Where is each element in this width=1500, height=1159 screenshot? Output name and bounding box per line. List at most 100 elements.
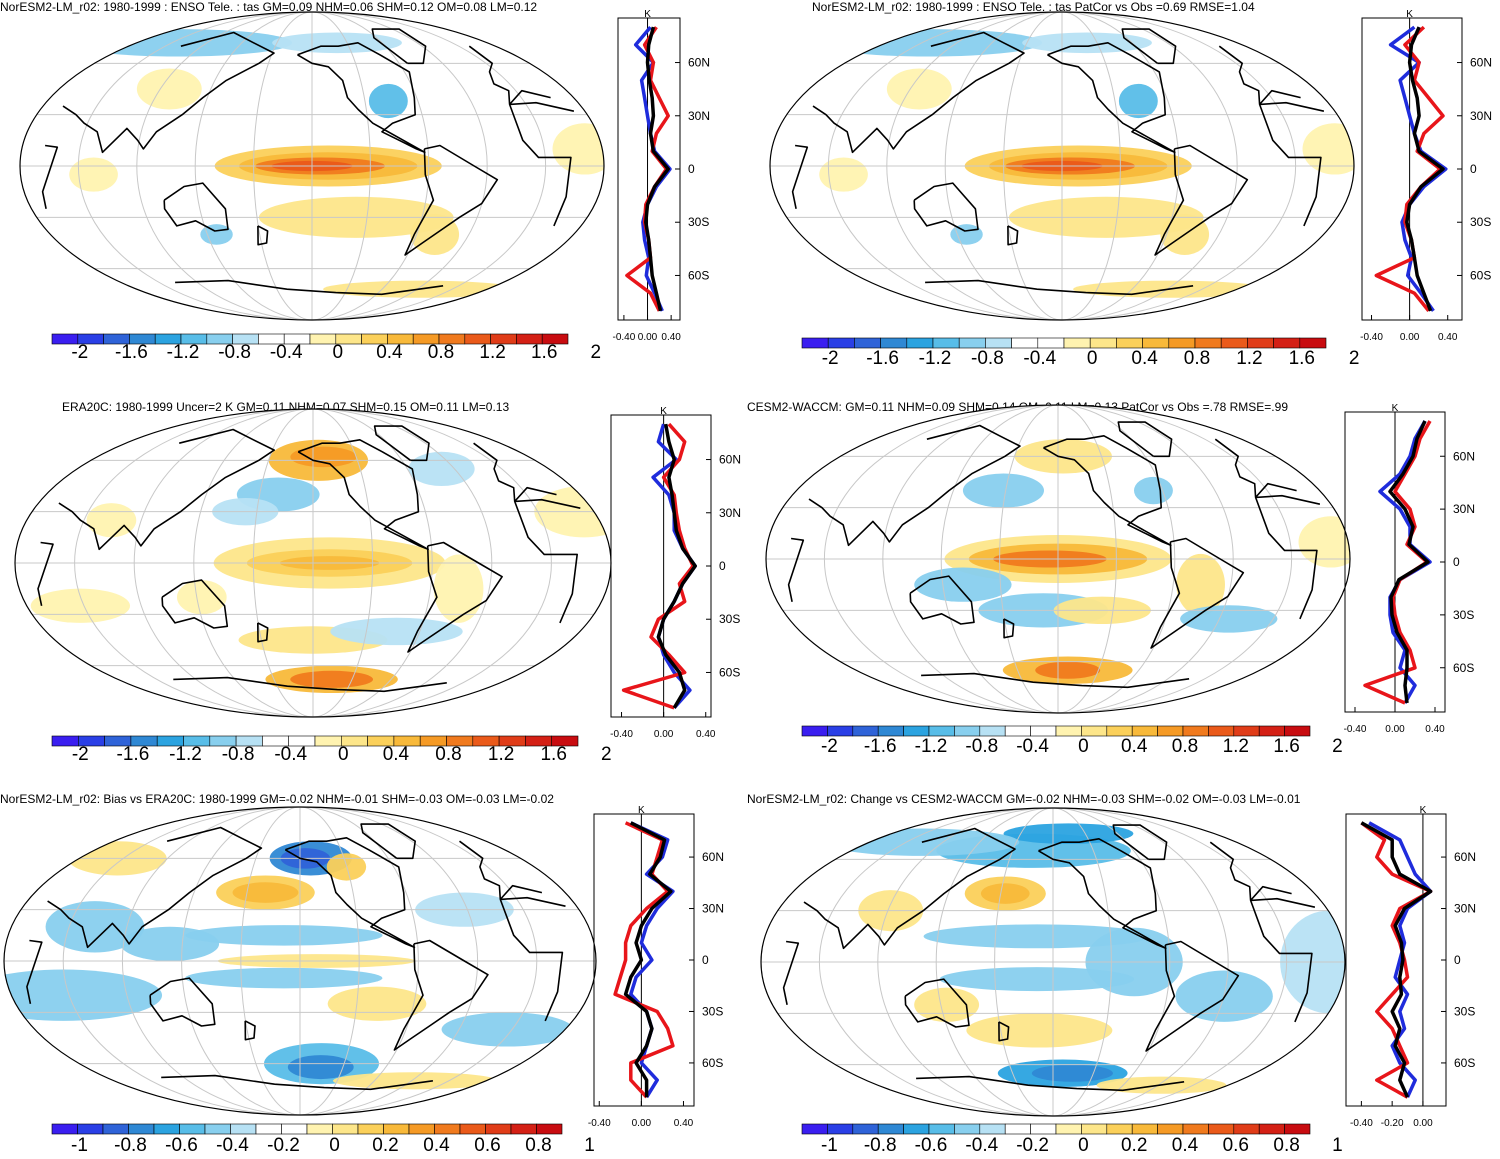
colorbar-swatch: [1299, 337, 1327, 349]
colorbar: -2 -1.6 -1.2 -0.8 -0.4 0 0.4 0.8 1.2 1.6 2: [51, 333, 601, 363]
map-anomaly-patch: [185, 925, 383, 946]
coastline: [916, 1075, 1185, 1092]
coastlines: [26, 823, 566, 1091]
colorbar-tick-label: 0.8: [525, 1135, 551, 1156]
map-anomaly-patch: [287, 1055, 354, 1080]
colorbar-swatch: [357, 1123, 384, 1135]
figure-panel: NorESM2-LM_r02: Change vs CESM2-WACCM GM…: [747, 792, 1500, 1159]
coastline: [161, 579, 229, 629]
colorbar-swatch: [852, 725, 879, 737]
profile-lat-label: 30N: [1454, 902, 1476, 916]
coastline: [371, 28, 427, 65]
colorbar-tick-label: -0.6: [915, 1135, 948, 1156]
coastline: [163, 182, 229, 232]
profile-units-label: K: [1420, 805, 1427, 816]
map-border: [3, 806, 597, 1116]
longitude-gridline: [1052, 807, 1112, 1117]
profile-x-label: 0.40: [1425, 724, 1445, 735]
profile-units-label: K: [1406, 9, 1413, 20]
colorbar-swatch: [1208, 725, 1235, 737]
colorbar-tick-label: 1.2: [1236, 348, 1262, 369]
colorbar-swatch: [801, 725, 828, 737]
colorbar-swatch: [801, 1123, 828, 1135]
colorbar-swatch: [102, 1123, 129, 1135]
longitude-gridline: [181, 806, 301, 1116]
profile-series-red: [621, 422, 695, 710]
map-anomaly-patch: [368, 83, 408, 119]
colorbar-swatch: [979, 1123, 1006, 1135]
map-anomaly-patch: [272, 32, 402, 54]
profile-units-label: K: [644, 9, 651, 20]
colorbar-tick-label: 1: [584, 1135, 595, 1156]
colorbar-tick-label: 0: [1078, 736, 1089, 757]
coastlines: [787, 421, 1321, 689]
colorbar-swatch: [801, 337, 829, 349]
colorbar-swatch: [880, 337, 908, 349]
profile-lat-label: 30S: [1453, 608, 1474, 622]
coastline: [41, 101, 575, 227]
longitude-gridline: [882, 404, 1059, 714]
longitude-gridline: [1052, 807, 1288, 1117]
colorbar-tick-label: -1.6: [115, 342, 148, 363]
coastline: [1117, 421, 1173, 458]
colorbar-swatch: [1030, 1123, 1057, 1135]
longitude-gridline: [193, 408, 314, 718]
colorbar-swatch: [1233, 725, 1260, 737]
colorbar-tick-label: -0.8: [114, 1135, 147, 1156]
map-anomaly-patch: [939, 967, 1135, 992]
map-anomaly-patch: [176, 580, 227, 615]
profile-lat-label: 30N: [702, 902, 724, 916]
longitude-gridline: [818, 807, 1054, 1117]
profile-x-label: -0.40: [1350, 1118, 1373, 1129]
longitude-gridline: [252, 408, 314, 718]
colorbar-swatch: [128, 1123, 155, 1135]
longitude-gridline: [1003, 11, 1063, 321]
profile-lat-label: 0: [1454, 953, 1461, 967]
profile-lat-label: 60S: [719, 665, 740, 679]
longitude-gridline: [62, 806, 301, 1116]
coastline: [297, 42, 426, 154]
colorbar-swatch: [536, 1123, 563, 1135]
longitude-gridline: [935, 807, 1054, 1117]
colorbar-tick-label: -1.6: [117, 744, 150, 765]
colorbar-swatch: [958, 337, 986, 349]
profile-x-label: 0.00: [1413, 1118, 1433, 1129]
colorbar-tick-label: 0.4: [1172, 1135, 1199, 1156]
longitude-gridline: [1057, 404, 1176, 714]
panel-title: NorESM2-LM_r02: Bias vs ERA20C: 1980-199…: [0, 792, 554, 806]
map-anomaly-patch: [1176, 553, 1225, 616]
colorbar-tick-label: 0.4: [376, 342, 403, 363]
map-anomaly-patch: [819, 157, 868, 192]
longitude-gridline: [1061, 11, 1121, 321]
colorbar-tick-label: 0: [329, 1135, 340, 1156]
profile-x-label: 0.40: [661, 332, 681, 343]
profile-series-blue: [1388, 25, 1448, 312]
coastline: [360, 823, 416, 860]
colorbar-tick-label: 0.8: [1172, 736, 1198, 757]
profile-series-blue: [633, 25, 672, 312]
profile-lat-label: 60S: [1454, 1056, 1475, 1070]
map-anomaly-patch: [290, 670, 374, 688]
map-anomaly-patch: [120, 926, 220, 961]
map-anomaly-patch: [980, 883, 1030, 904]
colorbar-tick-label: 1.2: [479, 342, 505, 363]
profile-lat-label: 0: [1470, 162, 1477, 176]
colorbar-swatch: [1220, 337, 1248, 349]
colorbar-tick-label: -0.6: [165, 1135, 198, 1156]
map-anomaly-patch: [1298, 516, 1350, 568]
colorbar-swatch: [541, 333, 569, 345]
colorbar-swatch: [281, 1123, 308, 1135]
coastline: [812, 31, 1301, 154]
colorbar-swatch: [877, 725, 904, 737]
colorbar-swatch: [954, 1123, 981, 1135]
longitude-gridline: [240, 806, 301, 1116]
colorbar-tick-label: -0.2: [1016, 1135, 1049, 1156]
map-anomaly-patch: [69, 157, 118, 192]
map-field: [15, 409, 611, 717]
profile-x-label: 0.40: [674, 1118, 694, 1129]
colorbar-tick-label: -1.6: [864, 736, 897, 757]
coastline: [257, 622, 269, 643]
longitude-gridline: [994, 807, 1054, 1117]
panel-title: NorESM2-LM_r02: Change vs CESM2-WACCM GM…: [747, 792, 1301, 806]
profile-lat-label: 60S: [688, 268, 709, 282]
